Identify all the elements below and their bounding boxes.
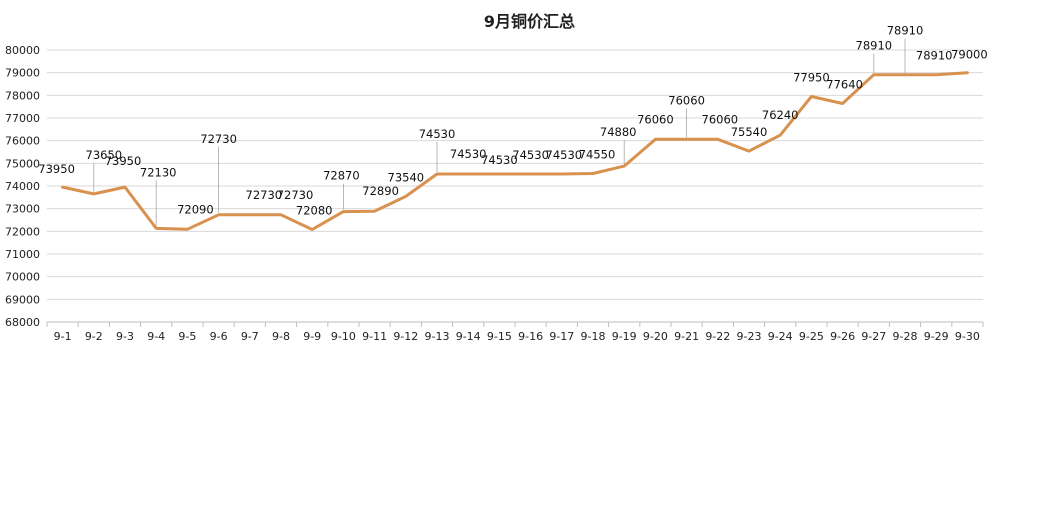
data-label: 77640 bbox=[826, 77, 863, 91]
y-tick-label: 76000 bbox=[5, 135, 40, 148]
data-label: 79000 bbox=[951, 48, 988, 62]
data-label: 72080 bbox=[296, 204, 333, 218]
data-label: 72730 bbox=[246, 188, 283, 202]
y-tick-label: 78000 bbox=[5, 89, 40, 102]
data-label: 73950 bbox=[38, 162, 75, 176]
x-tick-label: 9-10 bbox=[331, 330, 356, 343]
x-tick-label: 9-25 bbox=[799, 330, 824, 343]
data-label: 73540 bbox=[388, 170, 425, 184]
data-label: 74530 bbox=[450, 147, 487, 161]
data-label: 78910 bbox=[887, 24, 924, 38]
data-label: 78910 bbox=[856, 39, 893, 53]
x-tick-label: 9-13 bbox=[425, 330, 450, 343]
y-tick-label: 80000 bbox=[5, 44, 40, 57]
data-label: 72090 bbox=[177, 202, 214, 216]
x-tick-label: 9-4 bbox=[147, 330, 165, 343]
x-tick-label: 9-5 bbox=[178, 330, 196, 343]
x-tick-label: 9-9 bbox=[303, 330, 321, 343]
data-label: 75540 bbox=[731, 125, 768, 139]
data-label: 76060 bbox=[702, 112, 739, 126]
data-label: 74550 bbox=[579, 148, 616, 162]
x-tick-label: 9-21 bbox=[674, 330, 699, 343]
x-tick-label: 9-24 bbox=[768, 330, 793, 343]
x-tick-label: 9-16 bbox=[518, 330, 543, 343]
y-tick-label: 79000 bbox=[5, 67, 40, 80]
x-tick-label: 9-22 bbox=[705, 330, 730, 343]
x-tick-label: 9-3 bbox=[116, 330, 134, 343]
data-label: 73950 bbox=[105, 154, 142, 168]
x-tick-label: 9-23 bbox=[737, 330, 762, 343]
x-tick-label: 9-15 bbox=[487, 330, 512, 343]
y-tick-label: 73000 bbox=[5, 203, 40, 216]
data-label: 76060 bbox=[637, 112, 674, 126]
data-label: 72130 bbox=[140, 165, 177, 179]
x-tick-label: 9-19 bbox=[612, 330, 637, 343]
y-tick-label: 77000 bbox=[5, 112, 40, 125]
chart-title: 9月铜价汇总 bbox=[483, 12, 576, 31]
data-label: 74530 bbox=[546, 148, 583, 162]
series-line bbox=[61, 71, 969, 231]
x-tick-label: 9-1 bbox=[54, 330, 72, 343]
data-label: 72870 bbox=[323, 169, 360, 183]
data-label: 72890 bbox=[362, 184, 399, 198]
x-tick-label: 9-20 bbox=[643, 330, 668, 343]
x-tick-label: 9-11 bbox=[362, 330, 387, 343]
x-tick-label: 9-12 bbox=[393, 330, 418, 343]
x-tick-label: 9-14 bbox=[456, 330, 481, 343]
y-tick-label: 68000 bbox=[5, 316, 40, 329]
x-tick-label: 9-7 bbox=[241, 330, 259, 343]
y-tick-label: 71000 bbox=[5, 248, 40, 261]
y-tick-label: 72000 bbox=[5, 225, 40, 238]
data-label: 73650 bbox=[86, 148, 123, 162]
y-tick-label: 75000 bbox=[5, 157, 40, 170]
x-tick-label: 9-27 bbox=[861, 330, 886, 343]
y-tick-label: 70000 bbox=[5, 271, 40, 284]
x-tick-label: 9-18 bbox=[581, 330, 606, 343]
data-label: 77950 bbox=[793, 70, 830, 84]
x-tick-label: 9-17 bbox=[549, 330, 574, 343]
data-label: 74530 bbox=[481, 153, 518, 167]
x-tick-label: 9-26 bbox=[830, 330, 855, 343]
data-label: 76060 bbox=[668, 93, 705, 107]
data-label: 72730 bbox=[277, 188, 314, 202]
data-label: 74530 bbox=[512, 148, 549, 162]
x-tick-label: 9-30 bbox=[955, 330, 980, 343]
x-tick-label: 9-2 bbox=[85, 330, 103, 343]
data-label: 76240 bbox=[762, 108, 799, 122]
y-tick-label: 69000 bbox=[5, 293, 40, 306]
data-label: 78910 bbox=[916, 49, 953, 63]
x-tick-label: 9-29 bbox=[924, 330, 949, 343]
data-label: 74530 bbox=[419, 127, 456, 141]
y-tick-label: 74000 bbox=[5, 180, 40, 193]
x-tick-label: 9-8 bbox=[272, 330, 290, 343]
data-label: 72730 bbox=[200, 132, 237, 146]
data-label: 74880 bbox=[600, 125, 637, 139]
x-tick-label: 9-6 bbox=[210, 330, 228, 343]
x-tick-label: 9-28 bbox=[893, 330, 918, 343]
